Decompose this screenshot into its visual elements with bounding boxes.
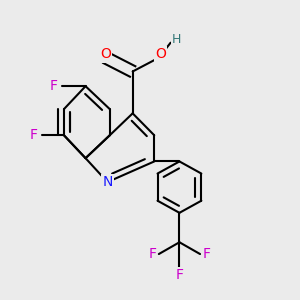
Text: O: O [100, 47, 111, 61]
Text: H: H [172, 33, 181, 46]
Text: F: F [148, 247, 156, 261]
Text: F: F [176, 268, 183, 282]
Text: O: O [155, 47, 166, 61]
Text: F: F [50, 79, 58, 93]
Text: F: F [202, 247, 211, 261]
Text: N: N [102, 175, 113, 189]
Text: F: F [30, 128, 38, 142]
